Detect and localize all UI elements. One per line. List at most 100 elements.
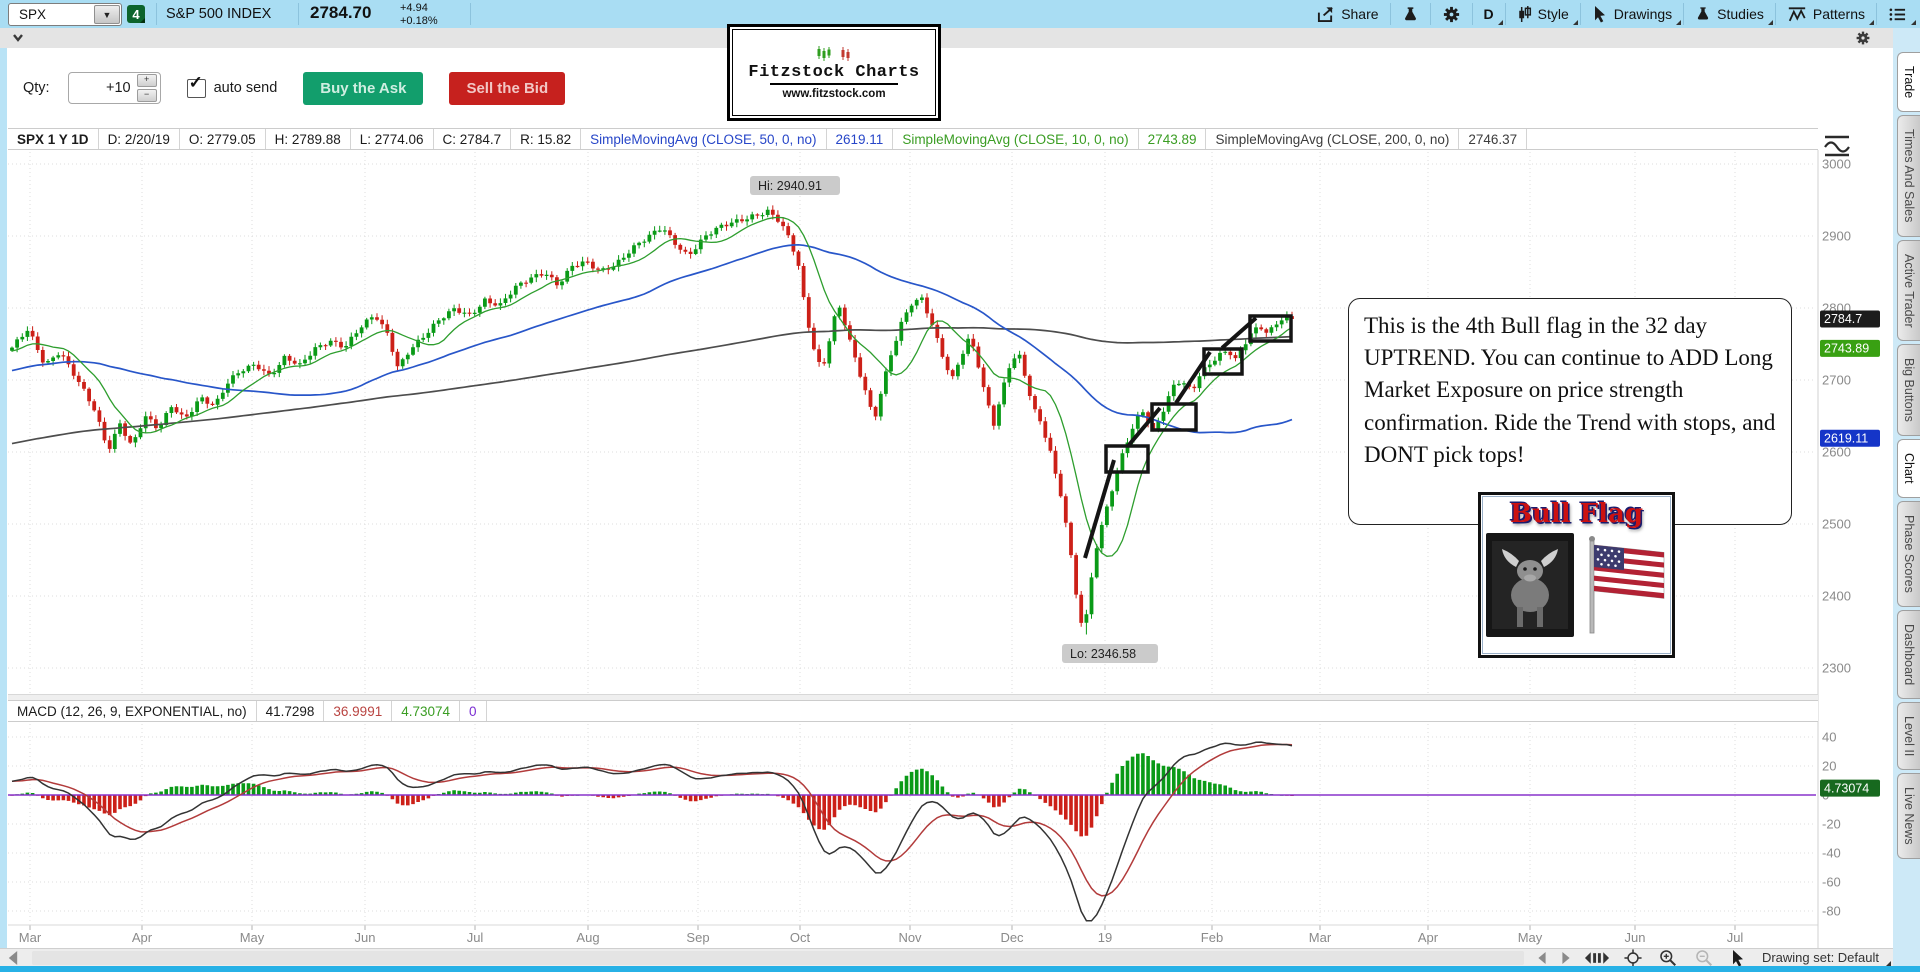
svg-text:20: 20 — [1822, 759, 1836, 774]
sma50-value: 2619.11 — [827, 129, 894, 149]
zoom-in-icon[interactable] — [1650, 949, 1686, 967]
divider — [1876, 3, 1877, 25]
tab-chart[interactable]: Chart — [1897, 439, 1920, 498]
link-group-badge[interactable]: 4 — [127, 5, 145, 23]
drawing-set-selector[interactable]: Drawing set: Default — [1754, 950, 1893, 966]
tab-times-and-sales[interactable]: Times And Sales — [1897, 115, 1920, 237]
bull-flag-graphics — [1485, 533, 1668, 637]
tab-trade[interactable]: Trade — [1897, 52, 1920, 113]
settings-gear-button[interactable] — [1431, 0, 1472, 28]
change-absolute: +4.94 — [400, 2, 428, 14]
last-price-bubble: 2784.7 — [1820, 310, 1880, 328]
sell-the-bid-button[interactable]: Sell the Bid — [449, 71, 566, 105]
qty-increment-button[interactable]: + — [136, 74, 157, 87]
low-label: Lo: 2346.58 — [1062, 644, 1158, 663]
dropdown-corner — [1869, 20, 1874, 25]
logo-underline — [770, 83, 898, 85]
divider — [470, 3, 471, 25]
svg-text:2500: 2500 — [1822, 517, 1851, 532]
symbol-dropdown-button[interactable]: ▼ — [94, 5, 120, 24]
date-cell: D: 2/20/19 — [99, 129, 180, 149]
analysis-flask-button[interactable] — [1391, 0, 1430, 28]
macd-diff: 4.73074 — [392, 701, 461, 721]
share-button[interactable]: Share — [1305, 0, 1389, 28]
scroll-step-left-icon[interactable] — [1530, 949, 1554, 967]
low-cell: L: 2774.06 — [351, 129, 434, 149]
sma10-value: 2743.89 — [1139, 129, 1207, 149]
divider — [1504, 3, 1506, 25]
symbol-select[interactable]: SPX ▼ — [8, 3, 122, 26]
svg-text:Jul: Jul — [1727, 930, 1744, 945]
macd-avg: 36.9991 — [324, 701, 393, 721]
panel-divider — [8, 694, 1818, 701]
tab-live-news[interactable]: Live News — [1897, 773, 1920, 859]
sma-lines — [11, 216, 1293, 557]
logo-title: Fitzstock Charts — [748, 63, 920, 82]
svg-text:2784.7: 2784.7 — [1824, 312, 1862, 326]
collapse-chevron-icon[interactable] — [10, 31, 26, 45]
studies-button[interactable]: Studies — [1684, 0, 1775, 28]
tab-big-buttons[interactable]: Big Buttons — [1897, 344, 1920, 437]
style-button[interactable]: Style — [1506, 0, 1580, 28]
bull-flag-image[interactable]: Bull Flag — [1478, 492, 1675, 658]
svg-text:Apr: Apr — [1418, 930, 1439, 945]
tab-active-trader[interactable]: Active Trader — [1897, 239, 1920, 342]
top-toolbar: SPX ▼ 4 S&P 500 INDEX 2784.70 +4.94 +0.1… — [0, 0, 1920, 29]
tab-level-ii[interactable]: Level II — [1897, 701, 1920, 770]
chart-menu-button[interactable] — [1877, 0, 1918, 28]
qty-label: Qty: — [23, 80, 50, 96]
chart-mode-icon[interactable] — [1822, 133, 1852, 159]
tab-phase-scores[interactable]: Phase Scores — [1897, 500, 1920, 607]
list-menu-icon — [1889, 7, 1906, 21]
logo-url: www.fitzstock.com — [782, 88, 886, 100]
tab-dashboard[interactable]: Dashboard — [1897, 609, 1920, 699]
crosshair-icon[interactable] — [1616, 948, 1650, 967]
svg-text:-60: -60 — [1822, 875, 1841, 890]
bull-flag-inner: Bull Flag — [1482, 496, 1671, 654]
chart-scrollbar-row: Drawing set: Default — [0, 948, 1893, 967]
dropdown-corner — [1886, 961, 1891, 966]
svg-text:Dec: Dec — [1000, 930, 1024, 945]
svg-text:2900: 2900 — [1822, 229, 1851, 244]
patterns-button[interactable]: Patterns — [1776, 0, 1876, 28]
high-label: Hi: 2940.91 — [750, 176, 840, 195]
pointer-tool-icon[interactable] — [1722, 949, 1754, 967]
buy-the-ask-button[interactable]: Buy the Ask — [303, 71, 424, 105]
svg-text:40: 40 — [1822, 730, 1836, 745]
divider — [1579, 3, 1581, 25]
analysis-note-box[interactable]: This is the 4th Bull flag in the 32 day … — [1348, 298, 1792, 525]
range-cell: R: 15.82 — [511, 129, 582, 149]
panel-gear-icon[interactable] — [1855, 30, 1871, 46]
scroll-left-icon[interactable] — [0, 949, 26, 967]
svg-text:2619.11: 2619.11 — [1824, 431, 1868, 445]
pan-chart-icon[interactable] — [1578, 949, 1616, 967]
chart-data-header: SPX 1 Y 1D D: 2/20/19 O: 2779.05 H: 2789… — [8, 128, 1818, 150]
svg-text:Nov: Nov — [898, 930, 922, 945]
svg-text:Feb: Feb — [1201, 930, 1223, 945]
right-gadget-tabstrip: Trade Times And Sales Active Trader Big But… — [1893, 28, 1920, 972]
svg-text:2400: 2400 — [1822, 589, 1851, 604]
zoom-out-icon[interactable] — [1686, 949, 1722, 967]
timeframe-button[interactable]: D — [1473, 0, 1505, 28]
last-price: 2784.70 — [310, 3, 372, 22]
divider — [156, 3, 157, 25]
drawings-button[interactable]: Drawings — [1581, 0, 1683, 28]
bull-flag-title: Bull Flag — [1509, 499, 1644, 529]
chart-scrollbar-track[interactable] — [32, 950, 1524, 965]
macd-zero: 0 — [460, 701, 487, 721]
divider — [1683, 3, 1685, 25]
sma50-bubble: 2619.11 — [1820, 429, 1880, 447]
macd-hist-bubble: 4.73074 — [1820, 779, 1880, 797]
share-icon — [1318, 6, 1333, 22]
svg-text:3000: 3000 — [1822, 157, 1851, 172]
bull-flag-drawing — [1083, 314, 1293, 559]
toolbar-right-group: Share — [1305, 0, 1918, 28]
candles — [10, 205, 1294, 635]
scroll-step-right-icon[interactable] — [1554, 949, 1578, 967]
order-entry-bar: Qty: +10 + − ✓ auto send Buy the Ask Sel… — [7, 48, 1893, 128]
dropdown-corner — [1676, 20, 1682, 25]
quantity-stepper[interactable]: +10 + − — [67, 72, 161, 104]
svg-text:May: May — [240, 930, 265, 945]
qty-decrement-button[interactable]: − — [136, 89, 157, 102]
auto-send-checkbox[interactable]: ✓ — [186, 73, 206, 98]
